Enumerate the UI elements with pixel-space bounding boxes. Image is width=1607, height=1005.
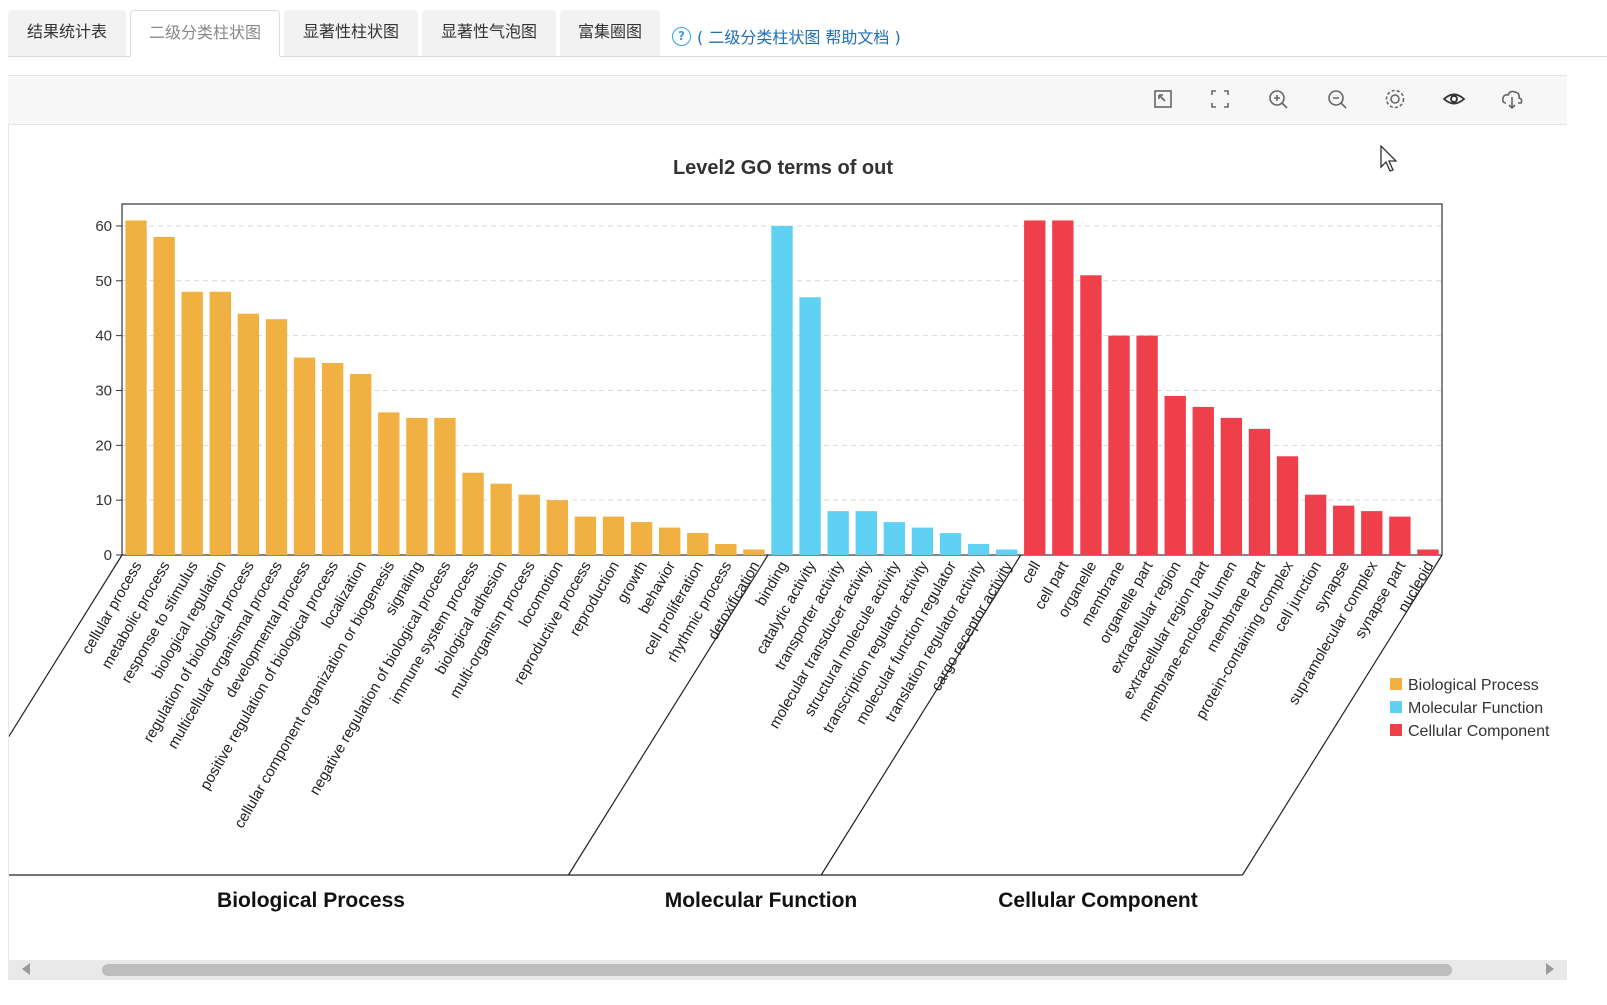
zoom-in-icon[interactable] [1265, 86, 1291, 112]
bar-cellular-process [125, 220, 147, 555]
bar-catalytic-activity [799, 297, 821, 555]
tab-significance-bar-chart[interactable]: 显著性柱状图 [284, 10, 418, 56]
chart-panel: Level2 GO terms of out 0 10 20 30 40 50 60 cellu… [8, 124, 1568, 960]
bar-supramolecular-complex [1361, 511, 1383, 555]
bar-biological-adhesion [490, 483, 512, 555]
bar-reproductive-process [574, 516, 597, 555]
bar-molecular-transducer-activity [855, 511, 877, 555]
fullscreen-icon[interactable] [1207, 86, 1233, 112]
help-doc-text: ( 二级分类柱状图 帮助文档 ) [697, 28, 901, 47]
bar-signaling [406, 417, 428, 555]
go-level2-bar-chart: Level2 GO terms of out0102030405060cellu… [9, 157, 1550, 912]
download-cloud-icon[interactable] [1499, 86, 1525, 112]
y-tick-label: 0 [104, 547, 112, 564]
bar-nucleoid [1417, 549, 1439, 555]
legend-swatch [1390, 724, 1402, 736]
bar-transporter-activity [827, 511, 849, 555]
tab-significance-bubble-chart[interactable]: 显著性气泡图 [422, 10, 556, 56]
mouse-cursor-icon [1380, 145, 1398, 172]
bar-metabolic-process [153, 236, 175, 555]
legend-label: Molecular Function [1408, 700, 1543, 717]
bar-organelle-part [1136, 335, 1158, 555]
group-label: Molecular Function [665, 889, 858, 912]
bar-positive-regulation-of-biological-process [321, 363, 344, 555]
bar-rhythmic-process [715, 544, 737, 555]
bar-localization [350, 374, 372, 555]
y-tick-label: 40 [95, 328, 112, 345]
bar-regulation-of-biological-process [237, 313, 260, 555]
scroll-left-arrow-icon[interactable] [22, 963, 30, 975]
scroll-right-arrow-icon[interactable] [1546, 963, 1554, 975]
tab-bar: 结果统计表 二级分类柱状图 显著性柱状图 显著性气泡图 富集圈图 [8, 10, 1607, 57]
bar-immune-system-process [462, 472, 484, 555]
chart-title: Level2 GO terms of out [673, 157, 893, 179]
bar-extracellular-region [1164, 395, 1186, 555]
scrollbar-thumb[interactable] [102, 964, 1452, 976]
y-tick-label: 20 [95, 437, 112, 454]
help-doc-link[interactable]: ? ( 二级分类柱状图 帮助文档 ) [672, 24, 901, 48]
group-separator-line [567, 554, 769, 876]
group-separator-line [9, 554, 123, 738]
eye-icon[interactable] [1441, 86, 1467, 112]
legend-label: Biological Process [1408, 677, 1539, 694]
horizontal-scrollbar[interactable] [8, 960, 1567, 980]
bar-synapse [1333, 505, 1355, 555]
legend-label: Cellular Component [1408, 723, 1550, 740]
tab-enrichment-circle-chart[interactable]: 富集圈图 [560, 10, 660, 56]
y-tick-label: 30 [95, 382, 112, 399]
bar-multicellular-organismal-process [265, 319, 288, 555]
group-label: Biological Process [217, 889, 405, 912]
question-circle-icon: ? [672, 26, 691, 46]
bar-molecular-function-regulator [939, 533, 962, 555]
legend-swatch [1390, 701, 1402, 713]
bar-response-to-stimulus [181, 291, 203, 555]
bar-cargo-receptor-activity [996, 549, 1018, 555]
bar-extracellular-region-part [1192, 406, 1214, 555]
bar-membrane [1108, 335, 1130, 555]
bar-developmental-process [293, 357, 316, 555]
bar-behavior [658, 527, 681, 555]
zoom-out-icon[interactable] [1324, 86, 1350, 112]
bar-organelle [1080, 275, 1102, 555]
y-tick-label: 60 [95, 218, 112, 235]
bar-cell [1024, 220, 1046, 555]
legend-swatch [1390, 678, 1402, 690]
bar-binding [771, 225, 793, 555]
bar-synapse-part [1389, 516, 1411, 555]
bar-membrane-enclosed-lumen [1220, 417, 1243, 555]
bar-biological-regulation [209, 291, 231, 555]
bar-locomotion [546, 500, 568, 555]
tab-level2-bar-chart[interactable]: 二级分类柱状图 [130, 10, 280, 57]
bar-transcription-regulator-activity [911, 527, 934, 555]
bar-multi-organism-process [518, 494, 540, 555]
y-tick-label: 10 [95, 492, 112, 509]
bar-negative-regulation-of-biological-process [434, 417, 456, 555]
bar-membrane-part [1248, 428, 1271, 555]
bar-cellular-component-organization-or-biogenesis [378, 412, 400, 555]
group-separator-line [1241, 554, 1443, 876]
bar-cell-proliferation [687, 533, 709, 555]
bar-cell-junction [1304, 494, 1327, 555]
bar-reproduction [602, 516, 625, 555]
tab-result-stats[interactable]: 结果统计表 [8, 10, 126, 56]
bar-structural-molecule-activity [883, 522, 906, 555]
settings-gear-icon[interactable] [1382, 86, 1408, 112]
group-label: Cellular Component [998, 889, 1198, 912]
bar-protein-containing-complex [1276, 456, 1299, 555]
y-tick-label: 50 [95, 273, 112, 290]
bar-growth [630, 522, 653, 555]
chart-toolbar [8, 75, 1567, 125]
x-tick-label: cell [1018, 559, 1044, 587]
bar-detoxification [743, 549, 765, 555]
bar-cell-part [1052, 220, 1074, 555]
bar-translation-regulator-activity [967, 544, 990, 555]
restore-icon[interactable] [1150, 86, 1176, 112]
group-separator-line [820, 554, 1022, 876]
